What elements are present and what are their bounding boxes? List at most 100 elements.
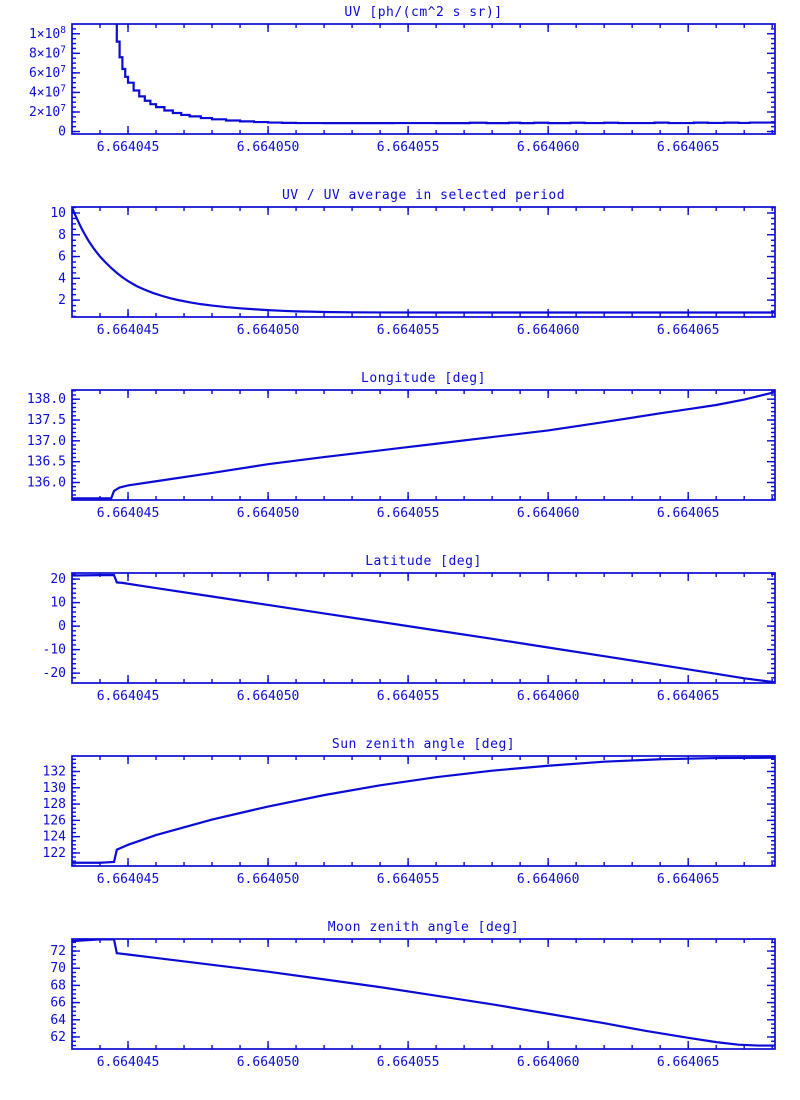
- y-tick-label: -10: [43, 643, 66, 658]
- y-tick-label: 0: [58, 619, 66, 634]
- y-tick-label: 72: [50, 944, 66, 959]
- chart-title: Longitude [deg]: [361, 371, 486, 386]
- y-tick-labels: -20 -10 0 10 20: [43, 572, 66, 681]
- panel-uv: UV [ph/(cm^2 s sr)] 6.664045 6.664050 6.66…: [0, 2, 800, 185]
- x-tick-label: 6.664045: [97, 506, 160, 521]
- x-tick-label: 6.664065: [657, 506, 720, 521]
- x-tick-label: 6.664050: [237, 140, 300, 155]
- y-tick-label: 4×107: [29, 83, 66, 100]
- y-tick-label: 136.5: [27, 455, 66, 470]
- y-tick-label: 0: [58, 125, 66, 140]
- data-curve: [115, 24, 775, 125]
- y-tick-label: 62: [50, 1030, 66, 1045]
- data-curve: [72, 207, 775, 314]
- x-tick-label: 6.664055: [377, 689, 440, 704]
- chart-title: Latitude [deg]: [365, 554, 482, 569]
- y-tick-label: 20: [50, 572, 66, 587]
- x-tick-label: 6.664045: [97, 689, 160, 704]
- x-tick-label: 6.664065: [657, 689, 720, 704]
- plot-frame: [71, 206, 776, 318]
- plot-frame: [71, 755, 776, 867]
- y-tick-label: 4: [58, 271, 66, 286]
- x-tick-labels: 6.664045 6.664050 6.664055 6.664060 6.664065: [97, 872, 720, 887]
- y-tick-label: 128: [43, 797, 66, 812]
- panel-sun-zenith: Sun zenith angle [deg] 6.664045 6.664050 6…: [0, 734, 800, 917]
- x-tick-label: 6.664055: [377, 1055, 440, 1070]
- plot-frame: [71, 23, 776, 135]
- x-tick-label: 6.664065: [657, 323, 720, 338]
- data-curve: [72, 939, 775, 1047]
- data-curve-group: [72, 391, 775, 500]
- y-tick-label: 136.0: [27, 476, 66, 491]
- y-tick-labels: 0 2×107 4×107 6×107 8×107 1×108: [29, 25, 66, 140]
- y-tick-label: 68: [50, 978, 66, 993]
- x-tick-labels: 6.664045 6.664050 6.664055 6.664060 6.664065: [97, 1055, 720, 1070]
- x-tick-label: 6.664050: [237, 689, 300, 704]
- y-tick-label: 2: [58, 293, 66, 308]
- axis-ticks: [72, 756, 775, 866]
- data-curve: [72, 391, 775, 500]
- y-tick-label: 8: [58, 228, 66, 243]
- x-tick-label: 6.664045: [97, 872, 160, 887]
- x-tick-label: 6.664050: [237, 872, 300, 887]
- panel-uv-ratio: UV / UV average in selected period 6.664…: [0, 185, 800, 368]
- x-tick-label: 6.664055: [377, 506, 440, 521]
- x-tick-label: 6.664050: [237, 1055, 300, 1070]
- chart-title: Moon zenith angle [deg]: [327, 920, 520, 935]
- x-tick-label: 6.664060: [517, 872, 580, 887]
- x-tick-label: 6.664045: [97, 323, 160, 338]
- x-tick-label: 6.664045: [97, 140, 160, 155]
- uv-plot: 6.664045 6.664050 6.664055 6.664060 6.664065…: [29, 23, 776, 155]
- y-tick-label: 124: [43, 830, 67, 845]
- chart-title: UV [ph/(cm^2 s sr)]: [344, 5, 503, 20]
- sun-zenith-plot: 6.664045 6.664050 6.664055 6.664060 6.664065…: [43, 755, 776, 887]
- x-tick-label: 6.664055: [377, 140, 440, 155]
- x-tick-label: 6.664060: [517, 140, 580, 155]
- data-curve-group: [72, 756, 775, 864]
- y-tick-label: 130: [43, 781, 66, 796]
- axis-ticks: [72, 24, 775, 134]
- latitude-plot: 6.664045 6.664050 6.664055 6.664060 6.664065…: [43, 572, 776, 704]
- y-tick-label: 6: [58, 250, 66, 265]
- x-tick-label: 6.664055: [377, 872, 440, 887]
- data-curve-group: [72, 939, 775, 1047]
- y-tick-label: 132: [43, 764, 66, 779]
- plot-frame: [71, 938, 776, 1050]
- plot-frame: [71, 572, 776, 684]
- y-tick-label: -20: [43, 666, 66, 681]
- y-tick-labels: 62 64 66 68 70 72: [50, 944, 66, 1045]
- panel-latitude: Latitude [deg] 6.664045 6.664050 6.664055 6…: [0, 551, 800, 734]
- chart-title: Sun zenith angle [deg]: [331, 737, 516, 752]
- y-tick-label: 1×108: [29, 25, 66, 42]
- data-curve: [72, 574, 775, 683]
- x-tick-label: 6.664050: [237, 506, 300, 521]
- y-tick-labels: 2 4 6 8 10: [50, 206, 66, 308]
- panel-moon-zenith: Moon zenith angle [deg] 6.664045 6.664050…: [0, 917, 800, 1100]
- y-tick-labels: 136.0 136.5 137.0 137.5 138.0: [27, 392, 66, 490]
- y-tick-label: 66: [50, 996, 66, 1011]
- x-tick-label: 6.664060: [517, 1055, 580, 1070]
- x-tick-label: 6.664065: [657, 140, 720, 155]
- chart-title: UV / UV average in selected period: [281, 188, 566, 203]
- x-tick-label: 6.664065: [657, 1055, 720, 1070]
- y-tick-label: 8×107: [29, 44, 66, 61]
- x-tick-label: 6.664060: [517, 689, 580, 704]
- y-tick-label: 10: [50, 206, 66, 221]
- y-tick-label: 70: [50, 961, 66, 976]
- y-tick-label: 6×107: [29, 64, 66, 81]
- x-tick-labels: 6.664045 6.664050 6.664055 6.664060 6.664065: [97, 506, 720, 521]
- x-tick-label: 6.664065: [657, 872, 720, 887]
- plot-frame: [71, 389, 776, 501]
- y-tick-label: 2×107: [29, 103, 66, 120]
- x-tick-label: 6.664050: [237, 323, 300, 338]
- x-tick-label: 6.664060: [517, 323, 580, 338]
- longitude-plot: 6.664045 6.664050 6.664055 6.664060 6.664065…: [27, 389, 776, 521]
- y-tick-label: 138.0: [27, 392, 66, 407]
- x-tick-labels: 6.664045 6.664050 6.664055 6.664060 6.664065: [97, 689, 720, 704]
- x-tick-labels: 6.664045 6.664050 6.664055 6.664060 6.664065: [97, 323, 720, 338]
- y-tick-label: 64: [50, 1013, 66, 1028]
- y-tick-label: 137.0: [27, 434, 66, 449]
- uv-ratio-plot: 6.664045 6.664050 6.664055 6.664060 6.664065…: [50, 206, 776, 338]
- data-curve-group: [72, 207, 775, 314]
